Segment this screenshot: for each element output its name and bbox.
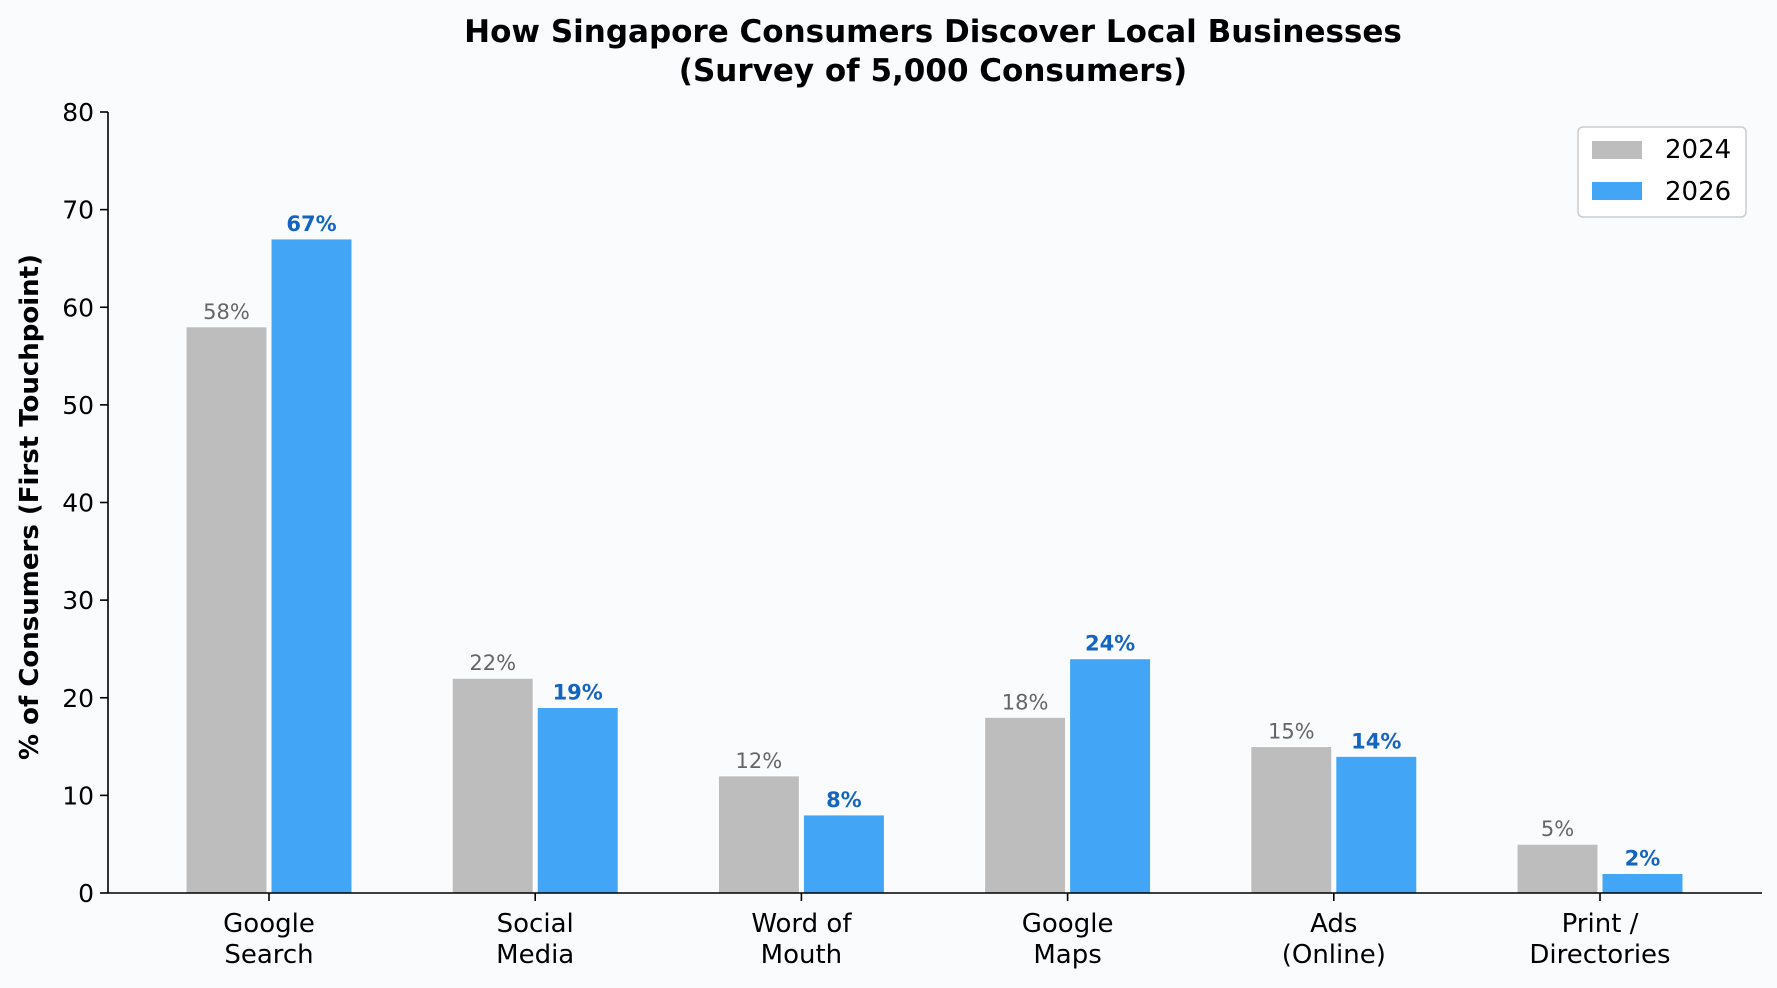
legend: 2024 2026	[1577, 126, 1747, 218]
y-axis: 0 10 20 30 40 50 60 70 80	[62, 98, 108, 908]
x-tick-label: Ads (Online)	[1282, 909, 1386, 970]
bar-2026	[536, 707, 619, 894]
bar-value-label: 58%	[203, 300, 250, 324]
bar-2026	[1335, 755, 1418, 894]
x-tick-label: Social Media	[496, 909, 574, 970]
bars	[185, 238, 1684, 894]
bar-value-label: 18%	[1002, 690, 1049, 714]
y-tick-label: 30	[62, 586, 94, 615]
bar-value-label: 2%	[1625, 846, 1661, 870]
bar-labels: 58% 67% 22% 19% 12% 8% 18% 24% 15% 14% 5% 2%	[203, 212, 1660, 871]
bar-2024	[984, 716, 1067, 894]
x-axis: Google Search Social Media Word of Mouth Googl…	[223, 893, 1671, 970]
bar-value-label: 67%	[286, 212, 336, 236]
y-tick-label: 50	[62, 391, 94, 420]
bar-2024	[185, 326, 268, 894]
y-axis-label: % of Consumers (First Touchpoint)	[15, 254, 45, 760]
x-tick-label: Google Search	[223, 909, 315, 970]
y-tick-label: 0	[78, 879, 94, 908]
x-tick-label: Google Maps	[1022, 909, 1114, 970]
bar-value-label: 12%	[736, 749, 783, 773]
x-tick-label: Print / Directories	[1529, 909, 1670, 970]
y-tick-label: 10	[62, 781, 94, 810]
bar-2024	[451, 677, 534, 894]
y-tick-label: 20	[62, 684, 94, 713]
legend-swatch-2024	[1592, 141, 1642, 159]
bar-2026	[802, 814, 885, 894]
bar-2024	[717, 775, 800, 894]
bar-value-label: 24%	[1085, 632, 1135, 656]
y-tick-label: 70	[62, 196, 94, 225]
bar-value-label: 19%	[553, 681, 603, 705]
bar-2026	[270, 238, 353, 894]
y-tick-label: 60	[62, 293, 94, 322]
y-tick-label: 80	[62, 98, 94, 127]
bar-value-label: 14%	[1351, 729, 1401, 753]
bar-value-label: 15%	[1268, 720, 1315, 744]
bar-2026	[1069, 658, 1152, 894]
bar-2024	[1250, 746, 1333, 894]
legend-label-2026: 2026	[1665, 177, 1731, 207]
chart-title: How Singapore Consumers Discover Local B…	[464, 14, 1402, 50]
bar-2024	[1516, 843, 1599, 894]
chart-subtitle: (Survey of 5,000 Consumers)	[679, 53, 1187, 89]
y-tick-label: 40	[62, 489, 94, 518]
legend-label-2024: 2024	[1665, 135, 1731, 165]
bar-value-label: 22%	[469, 651, 516, 675]
bar-2026	[1601, 872, 1684, 894]
x-tick-label: Word of Mouth	[751, 909, 852, 970]
bar-value-label: 5%	[1541, 817, 1574, 841]
legend-swatch-2026	[1592, 182, 1642, 200]
bar-value-label: 8%	[826, 788, 862, 812]
